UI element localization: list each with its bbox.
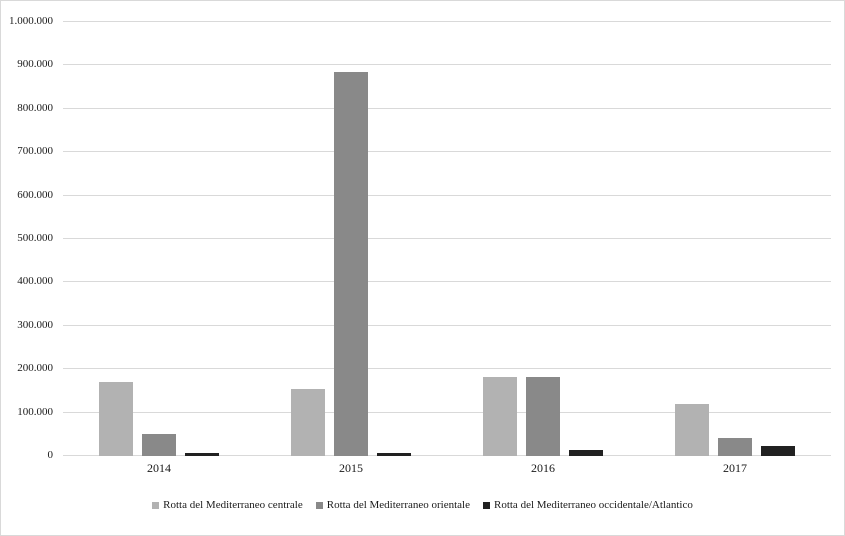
y-tick-label-400.000: 400.000: [17, 275, 53, 288]
gridline-700.000: [63, 151, 831, 153]
legend-marker-occidentale-atlantico: [482, 502, 490, 509]
y-tick-label-1.000.000: 1.000.000: [9, 15, 53, 27]
gridline-800.000: [63, 107, 831, 109]
y-tick-label-100.000: 100.000: [17, 405, 53, 418]
bar-groups-row: [63, 22, 831, 456]
bar-occidentale-atlantico-2016: [569, 449, 603, 456]
gridline-500.000: [63, 238, 831, 239]
bar-centrale-2015: [291, 389, 325, 456]
legend-label-orientale: Rotta del Mediterraneo orientale: [326, 499, 470, 511]
bar-occidentale-atlantico-2014: [185, 452, 219, 456]
x-tick-label-2014: 2014: [147, 461, 171, 475]
y-tick-label-0: 0: [47, 449, 54, 461]
bar-orientale-2014: [142, 433, 176, 456]
legend-item-centrale: Rotta del Mediterraneo centrale: [152, 499, 303, 512]
bar-occidentale-atlantico-2017: [761, 446, 795, 456]
bar-group-2017: [639, 22, 831, 456]
gridline-400.000: [63, 281, 831, 283]
bar-orientale-2017: [718, 437, 752, 456]
y-tick-label-800.000: 800.000: [17, 101, 53, 114]
x-tick-label-2016: 2016: [531, 461, 555, 475]
bar-orientale-2015: [334, 71, 368, 456]
x-axis-tick-labels: 2014 2015 2016 2017: [63, 461, 831, 475]
y-tick-label-200.000: 200.000: [17, 362, 53, 375]
y-tick-label-500.000: 500.000: [17, 232, 53, 244]
legend-label-occidentale-atlantico: Rotta del Mediterraneo occidentale/Atlan…: [493, 499, 693, 511]
y-axis-tick-labels: 0 100.000 200.000 300.000 400.000 500.000 600.…: [1, 15, 53, 461]
bar-group-2015: [255, 22, 447, 456]
y-tick-label-900.000: 900.000: [17, 58, 53, 71]
plot-area: [63, 21, 831, 456]
x-tick-label-2017: 2017: [723, 461, 747, 475]
gridline-200.000: [63, 368, 831, 370]
legend-marker-orientale: [315, 502, 323, 509]
gridline-1.000.000: [63, 21, 831, 22]
gridline-600.000: [63, 194, 831, 196]
bar-orientale-2016: [526, 377, 560, 456]
y-tick-label-300.000: 300.000: [17, 318, 53, 331]
bar-centrale-2016: [483, 377, 517, 456]
bar-group-2014: [63, 22, 255, 456]
legend-item-occidentale-atlantico: Rotta del Mediterraneo occidentale/Atlan…: [482, 499, 693, 512]
legend-marker-centrale: [152, 502, 160, 509]
bars-layer: [63, 22, 831, 456]
gridline-900.000: [63, 64, 831, 66]
bar-occidentale-atlantico-2015: [377, 453, 411, 456]
gridline-100.000: [63, 411, 831, 413]
y-tick-label-700.000: 700.000: [17, 145, 53, 158]
bar-centrale-2014: [99, 382, 133, 456]
gridline-300.000: [63, 324, 831, 326]
y-tick-label-600.000: 600.000: [17, 188, 53, 201]
bar-group-2016: [447, 22, 639, 456]
legend-label-centrale: Rotta del Mediterraneo centrale: [163, 499, 303, 511]
legend-item-orientale: Rotta del Mediterraneo orientale: [315, 499, 470, 512]
gridline-0: [63, 455, 831, 456]
x-tick-label-2015: 2015: [339, 461, 363, 475]
bar-centrale-2017: [675, 404, 709, 456]
legend: Rotta del Mediterraneo centrale Rotta del…: [1, 499, 844, 512]
